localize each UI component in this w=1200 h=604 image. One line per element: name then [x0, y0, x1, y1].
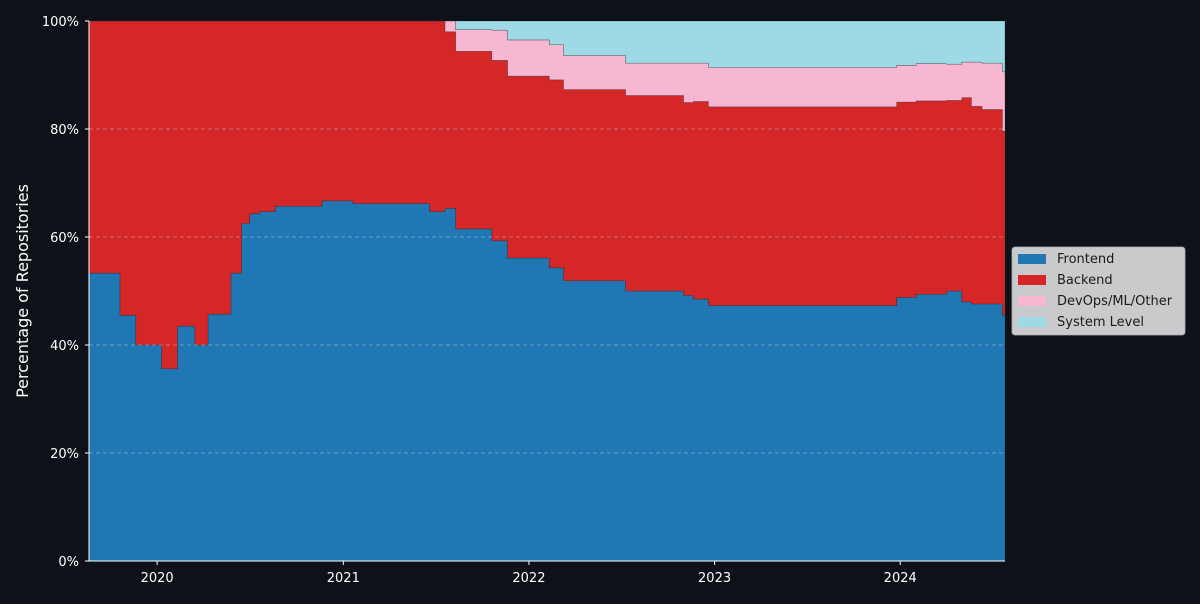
legend-label: Frontend	[1057, 252, 1114, 267]
area-devops-ml-other	[89, 20, 1006, 132]
area-series	[88, 20, 1006, 562]
legend-swatch	[1018, 296, 1046, 306]
y-tick-label: 60%	[50, 231, 79, 246]
legend-label: DevOps/ML/Other	[1057, 294, 1173, 309]
y-tick-label: 40%	[50, 339, 79, 354]
y-axis-label: Percentage of Repositories	[13, 184, 32, 398]
y-tick-label: 0%	[58, 555, 79, 570]
legend-box	[1011, 246, 1186, 336]
y-tick-label: 20%	[50, 447, 79, 462]
y-tick-label: 100%	[42, 15, 79, 30]
legend: Frontend Backend DevOps/ML/Other System Lev…	[1011, 246, 1186, 336]
legend-swatch	[1018, 317, 1046, 327]
x-tick-label: 2020	[141, 571, 174, 586]
axes: 0% 20% 40% 60% 80% 100% 2020 2021 2022 2023 2024	[42, 15, 1005, 586]
y-tick-label: 80%	[50, 123, 79, 138]
x-tick-label: 2022	[512, 571, 545, 586]
legend-swatch	[1018, 275, 1046, 285]
x-tick-label: 2024	[884, 571, 917, 586]
x-tick-label: 2023	[698, 571, 731, 586]
grid	[89, 128, 1005, 454]
legend-label: System Level	[1057, 315, 1144, 330]
area-system-level	[89, 20, 1006, 75]
legend-label: Backend	[1057, 273, 1113, 288]
legend-swatch	[1018, 254, 1046, 264]
x-tick-label: 2021	[327, 571, 360, 586]
